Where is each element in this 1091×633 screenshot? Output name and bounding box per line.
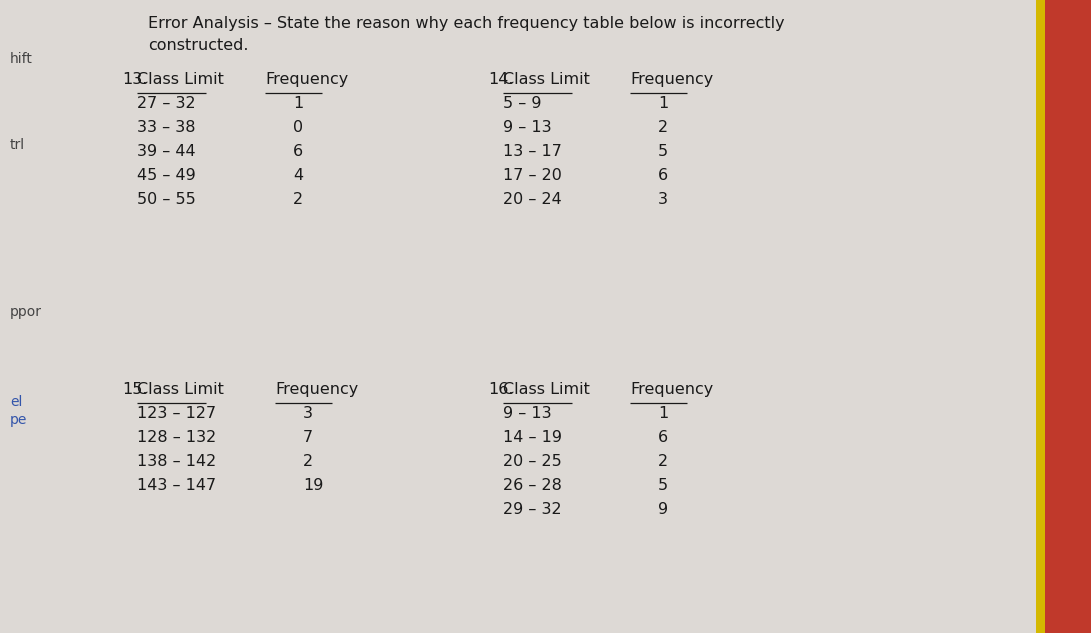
Text: 5: 5 xyxy=(658,144,668,159)
Text: 2: 2 xyxy=(658,120,668,135)
Text: Class Limit: Class Limit xyxy=(503,382,590,397)
Text: Frequency: Frequency xyxy=(275,382,358,397)
Text: 5: 5 xyxy=(658,478,668,493)
Text: 1: 1 xyxy=(293,96,303,111)
Text: 2: 2 xyxy=(303,454,313,469)
Text: 33 – 38: 33 – 38 xyxy=(137,120,195,135)
Text: 50 – 55: 50 – 55 xyxy=(137,192,195,207)
Text: 138 – 142: 138 – 142 xyxy=(137,454,216,469)
Text: 143 – 147: 143 – 147 xyxy=(137,478,216,493)
Text: 2: 2 xyxy=(658,454,668,469)
Text: 128 – 132: 128 – 132 xyxy=(137,430,216,445)
Text: 5 – 9: 5 – 9 xyxy=(503,96,541,111)
Text: Frequency: Frequency xyxy=(265,72,348,87)
Text: 1: 1 xyxy=(658,96,669,111)
Text: 17 – 20: 17 – 20 xyxy=(503,168,562,183)
Text: 2: 2 xyxy=(293,192,303,207)
Text: 15.: 15. xyxy=(122,382,147,397)
Text: hift: hift xyxy=(10,52,33,66)
Text: 3: 3 xyxy=(658,192,668,207)
Text: 9 – 13: 9 – 13 xyxy=(503,120,552,135)
Text: 20 – 25: 20 – 25 xyxy=(503,454,562,469)
Text: 6: 6 xyxy=(658,168,668,183)
Text: 9: 9 xyxy=(658,502,668,517)
Text: constructed.: constructed. xyxy=(148,38,249,53)
Text: 13 – 17: 13 – 17 xyxy=(503,144,562,159)
Text: 27 – 32: 27 – 32 xyxy=(137,96,195,111)
Text: 29 – 32: 29 – 32 xyxy=(503,502,562,517)
Bar xyxy=(1036,0,1045,633)
Text: Class Limit: Class Limit xyxy=(137,382,224,397)
Text: ppor: ppor xyxy=(10,305,41,319)
Text: Frequency: Frequency xyxy=(630,382,714,397)
Text: Error Analysis – State the reason why each frequency table below is incorrectly: Error Analysis – State the reason why ea… xyxy=(148,16,784,31)
Text: 0: 0 xyxy=(293,120,303,135)
Text: Class Limit: Class Limit xyxy=(503,72,590,87)
Text: el: el xyxy=(10,395,23,409)
Text: 45 – 49: 45 – 49 xyxy=(137,168,195,183)
Text: 123 – 127: 123 – 127 xyxy=(137,406,216,421)
Text: 9 – 13: 9 – 13 xyxy=(503,406,552,421)
Text: 6: 6 xyxy=(658,430,668,445)
Text: trl: trl xyxy=(10,138,25,152)
Text: 6: 6 xyxy=(293,144,303,159)
Text: 26 – 28: 26 – 28 xyxy=(503,478,562,493)
Text: 14 – 19: 14 – 19 xyxy=(503,430,562,445)
Text: Class Limit: Class Limit xyxy=(137,72,224,87)
Text: 19: 19 xyxy=(303,478,323,493)
Text: 3: 3 xyxy=(303,406,313,421)
Text: 7: 7 xyxy=(303,430,313,445)
Text: pe: pe xyxy=(10,413,27,427)
Text: 14.: 14. xyxy=(488,72,514,87)
Text: Frequency: Frequency xyxy=(630,72,714,87)
Text: 20 – 24: 20 – 24 xyxy=(503,192,562,207)
Text: 1: 1 xyxy=(658,406,669,421)
Text: 4: 4 xyxy=(293,168,303,183)
Text: 13.: 13. xyxy=(122,72,147,87)
Bar xyxy=(1043,0,1091,633)
Text: 39 – 44: 39 – 44 xyxy=(137,144,195,159)
Text: 16.: 16. xyxy=(488,382,514,397)
